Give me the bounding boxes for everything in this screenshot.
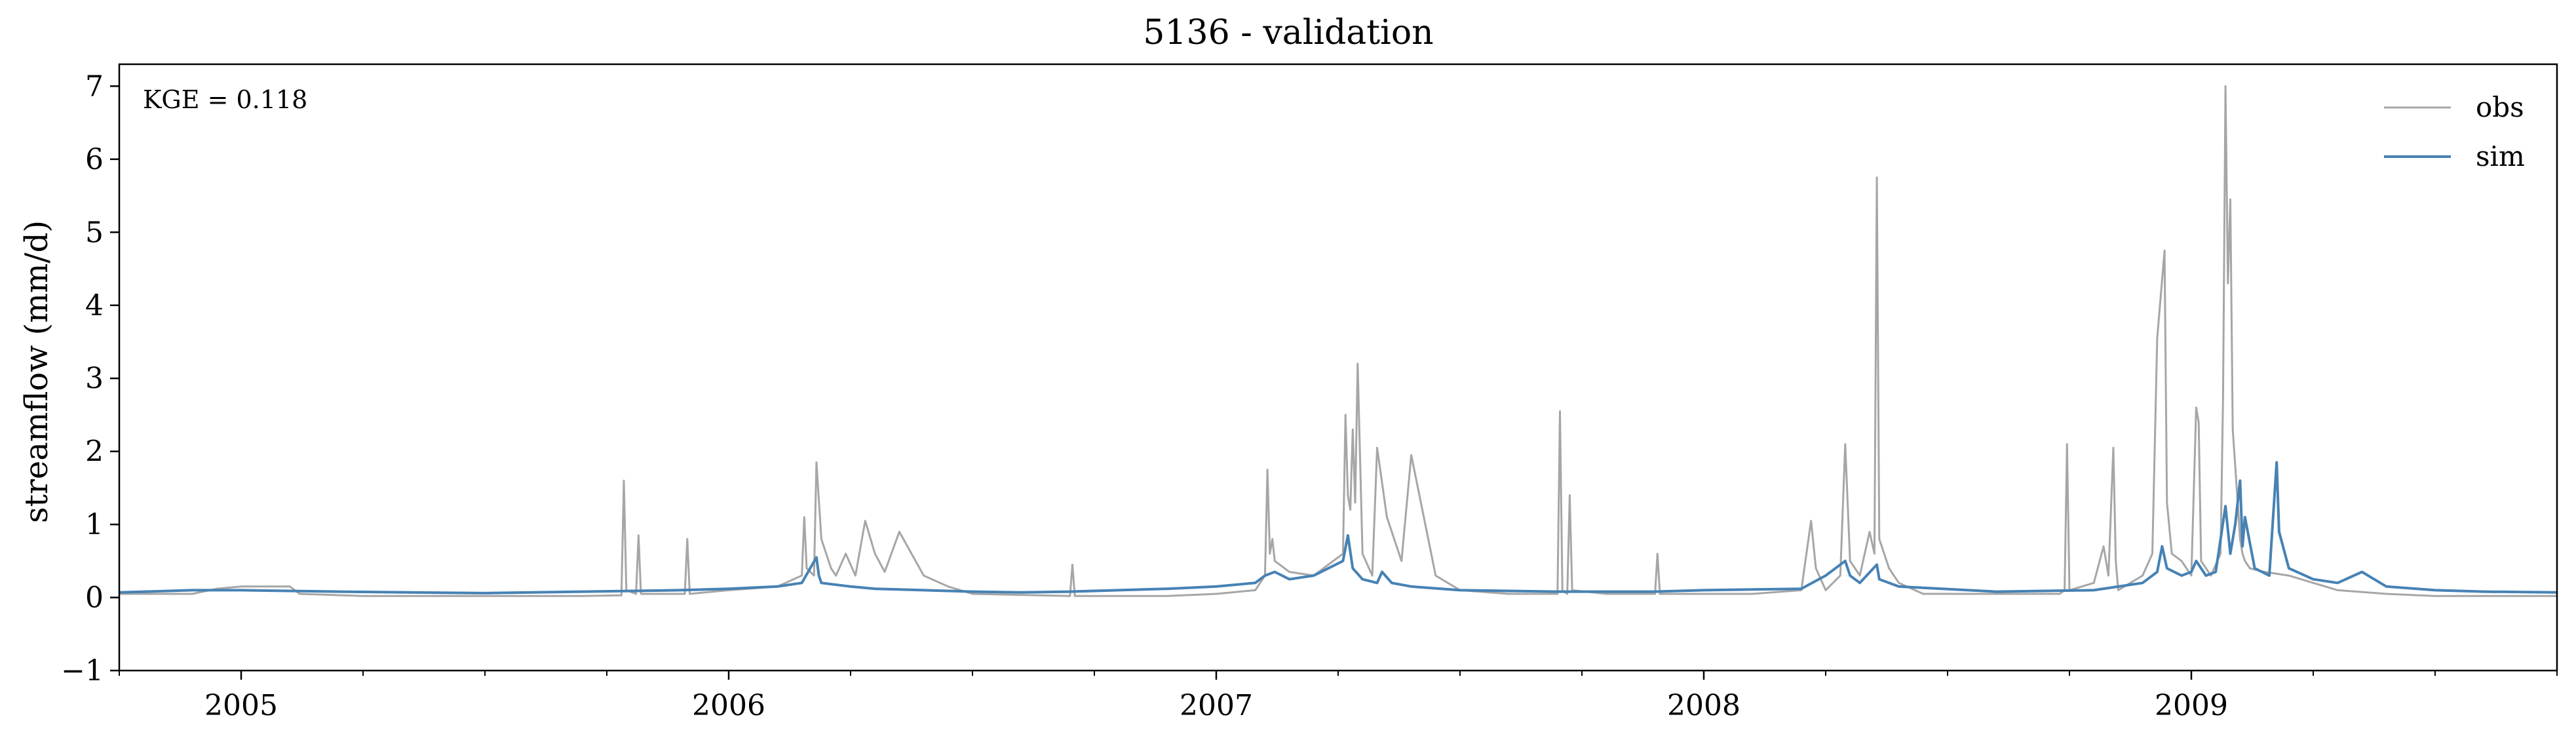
x-tick-label: 2006 (692, 689, 765, 722)
x-axis-ticks: 2005 2006 2007 2008 2009 (204, 671, 2228, 722)
kge-annotation: KGE = 0.118 (143, 85, 307, 114)
x-tick-label: 2005 (204, 689, 278, 722)
x-tick-label: 2009 (2155, 689, 2228, 722)
y-tick-label: 0 (85, 581, 104, 615)
y-tick-label: 6 (85, 143, 104, 176)
x-tick-label: 2008 (1667, 689, 1740, 722)
y-tick-label: 5 (85, 216, 104, 249)
y-axis-ticks: −1 0 1 2 3 4 5 6 7 (61, 69, 119, 688)
chart-title: 5136 - validation (1143, 13, 1433, 52)
y-tick-label: −1 (61, 654, 104, 688)
plot-frame (118, 63, 2558, 672)
series-line-sim (119, 461, 2558, 595)
legend-label-obs: obs (2476, 91, 2524, 123)
y-tick-label: 7 (85, 69, 104, 103)
y-axis-label: streamflow (mm/d) (18, 220, 55, 523)
y-tick-label: 3 (85, 362, 104, 395)
legend: obs sim (2384, 91, 2525, 172)
y-tick-label: 4 (85, 289, 104, 322)
x-tick-label: 2007 (1180, 689, 1253, 722)
y-tick-label: 1 (85, 508, 104, 541)
legend-label-sim: sim (2476, 140, 2525, 172)
series-line-obs (119, 85, 2557, 597)
x-axis-minor-ticks (119, 671, 2558, 676)
y-tick-label: 2 (85, 435, 104, 469)
